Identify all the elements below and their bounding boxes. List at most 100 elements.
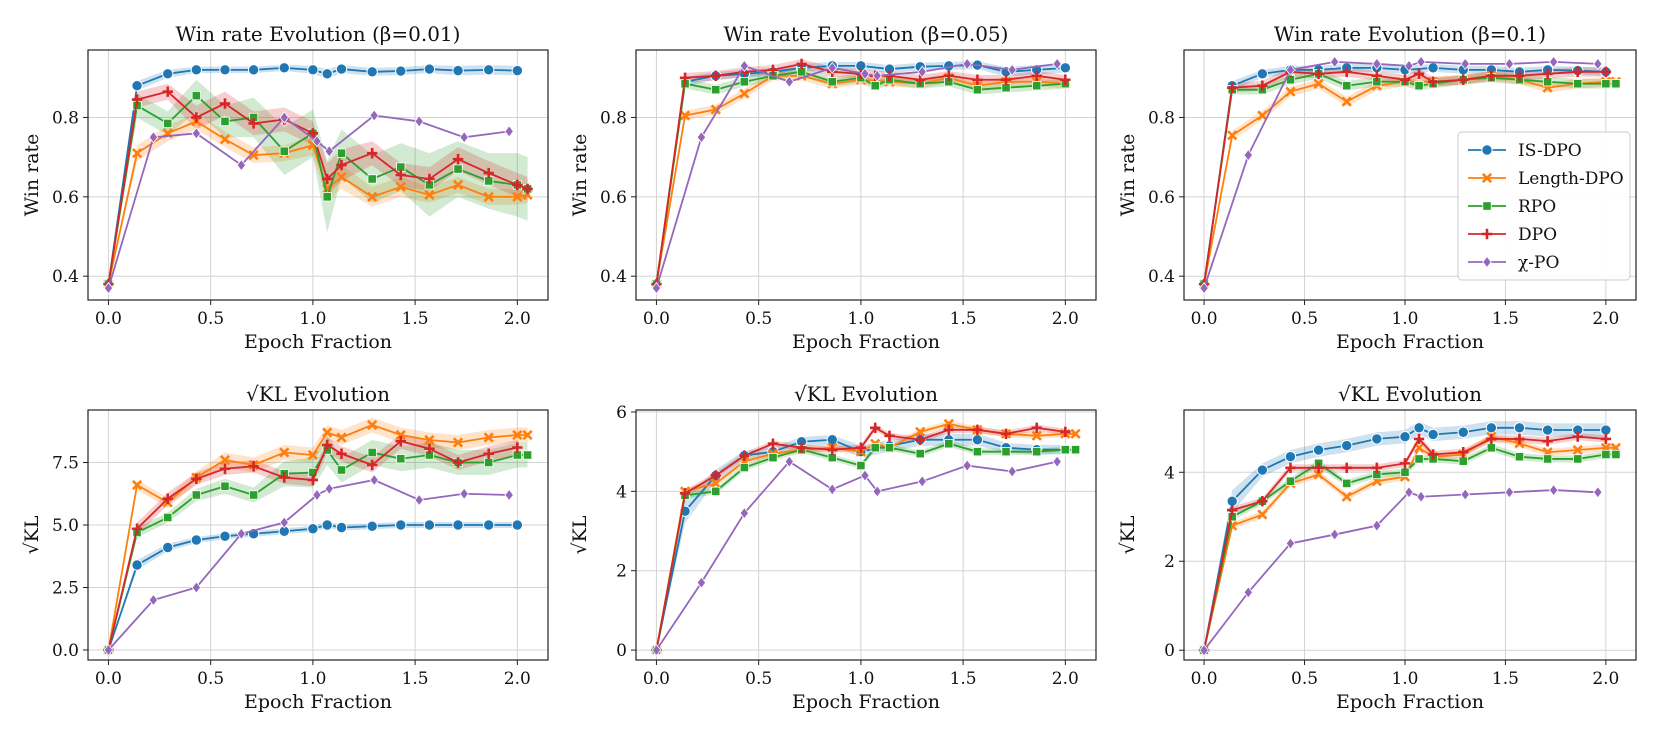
chart-panel-4: 0.0 0.5 1.0 1.5 2.0 0.0 2.5 5.0 7.5 √KL Evolution…	[21, 382, 549, 713]
data-point-dpo	[739, 450, 750, 461]
data-point--po	[504, 125, 514, 138]
data-point--po	[103, 643, 114, 657]
data-point-length-dpo	[522, 429, 533, 441]
data-point-length-dpo	[1285, 86, 1296, 97]
data-point--po	[1416, 55, 1426, 69]
x-tick-label: 2.0	[504, 669, 531, 689]
chart-panel-3: 0.0 0.5 1.0 1.5 2.0 0.4 0.6 0.8 Win rate Evoluti…	[1117, 22, 1637, 353]
axes-frame	[635, 49, 1097, 301]
data-point-dpo	[1600, 433, 1612, 445]
data-point-dpo	[943, 70, 954, 81]
data-point-dpo	[827, 444, 838, 455]
x-tick-label: 1.0	[1391, 669, 1418, 689]
data-point--po	[1329, 528, 1340, 541]
data-point-length-dpo	[219, 454, 231, 466]
data-point-dpo	[307, 128, 319, 139]
series-line-dpo	[1203, 70, 1606, 285]
x-tick-label: 0.5	[1291, 669, 1318, 689]
data-point-dpo	[1257, 80, 1268, 91]
plot-area	[1198, 421, 1622, 657]
y-tick-label: 0.4	[600, 267, 627, 287]
data-point--po	[1548, 483, 1559, 497]
x-axis-label: Epoch Fraction	[792, 331, 940, 353]
data-point-length-dpo	[395, 429, 406, 441]
data-point--po	[962, 459, 972, 472]
data-point--po	[1199, 281, 1209, 295]
legend-marker-length-dpo	[1481, 172, 1493, 184]
y-tick-label: 0.6	[600, 188, 627, 208]
y-tick-label: 0.0	[52, 641, 79, 661]
data-point-is-dpo	[335, 521, 348, 534]
data-point-rpo	[1414, 81, 1424, 91]
data-point-dpo	[796, 58, 807, 70]
data-point-rpo	[1458, 456, 1468, 466]
y-tick-label: 0	[616, 641, 627, 661]
data-point-rpo	[1573, 79, 1583, 89]
legend-marker-dpo	[1481, 228, 1493, 240]
y-tick-label: 6	[616, 403, 627, 423]
plot-area	[650, 57, 1072, 295]
data-point-rpo	[191, 490, 201, 500]
data-point-is-dpo	[1427, 428, 1439, 441]
x-axis-label: Epoch Fraction	[244, 691, 392, 713]
data-point-dpo	[710, 70, 721, 81]
x-tick-label: 0.0	[95, 309, 122, 329]
plot-area	[102, 417, 533, 657]
data-point--po	[651, 281, 662, 295]
legend-label-dpo: DPO	[1518, 225, 1557, 245]
data-point--po	[236, 527, 247, 540]
data-point-length-dpo	[1572, 444, 1583, 456]
data-point-rpo	[1285, 476, 1296, 486]
data-point-dpo	[336, 159, 347, 171]
y-tick-label: 5.0	[52, 516, 79, 536]
data-point-dpo	[1371, 70, 1383, 81]
data-point-dpo	[452, 153, 464, 165]
data-point--po	[1460, 488, 1470, 501]
chart-title: Win rate Evolution (β=0.1)	[1274, 22, 1546, 46]
x-tick-label: 0.5	[745, 669, 772, 689]
data-point-dpo	[1399, 74, 1411, 85]
data-point-dpo	[1000, 74, 1012, 85]
plot-area	[102, 62, 533, 295]
data-point-dpo	[452, 457, 464, 468]
data-point-is-dpo	[1256, 68, 1269, 80]
data-point-length-dpo	[1257, 110, 1268, 121]
data-point-is-dpo	[190, 534, 203, 546]
data-point-is-dpo	[1399, 430, 1411, 443]
data-point--po	[1007, 465, 1017, 478]
data-point-is-dpo	[278, 62, 290, 74]
data-point-is-dpo	[1600, 424, 1612, 436]
data-point--po	[414, 493, 424, 507]
series-line-rpo	[655, 70, 1066, 285]
data-point-length-dpo	[336, 432, 347, 443]
data-point-length-dpo	[336, 171, 347, 183]
data-point-length-dpo	[679, 110, 691, 121]
data-point--po	[279, 516, 289, 529]
legend-marker-is-dpo	[1481, 144, 1493, 156]
chart-panel-6: 0.0 0.5 1.0 1.5 2.0 0 2 4 √KL Evolution Epoch Fra…	[1117, 382, 1637, 713]
data-point-is-dpo	[971, 434, 984, 446]
data-point-rpo	[972, 447, 983, 457]
x-tick-label: 1.5	[950, 309, 977, 329]
data-point-length-dpo	[1257, 509, 1268, 520]
data-point-dpo	[424, 443, 435, 454]
x-tick-label: 0.5	[1291, 309, 1318, 329]
x-axis-label: Epoch Fraction	[1336, 691, 1484, 713]
data-point-rpo	[972, 85, 983, 95]
y-tick-label: 2.5	[52, 579, 79, 599]
x-tick-label: 0.0	[1191, 669, 1218, 689]
data-point-rpo	[220, 116, 230, 127]
data-point-dpo	[1600, 66, 1612, 78]
data-point--po	[739, 507, 750, 520]
data-point-dpo	[1542, 68, 1553, 80]
data-point-dpo	[131, 523, 143, 534]
data-point-dpo	[191, 473, 202, 484]
data-point--po	[324, 482, 334, 495]
data-point-length-dpo	[395, 181, 406, 193]
data-point--po	[739, 59, 750, 73]
data-point-dpo	[1427, 76, 1439, 87]
data-point-rpo	[1032, 81, 1042, 91]
data-point-dpo	[1514, 433, 1525, 445]
